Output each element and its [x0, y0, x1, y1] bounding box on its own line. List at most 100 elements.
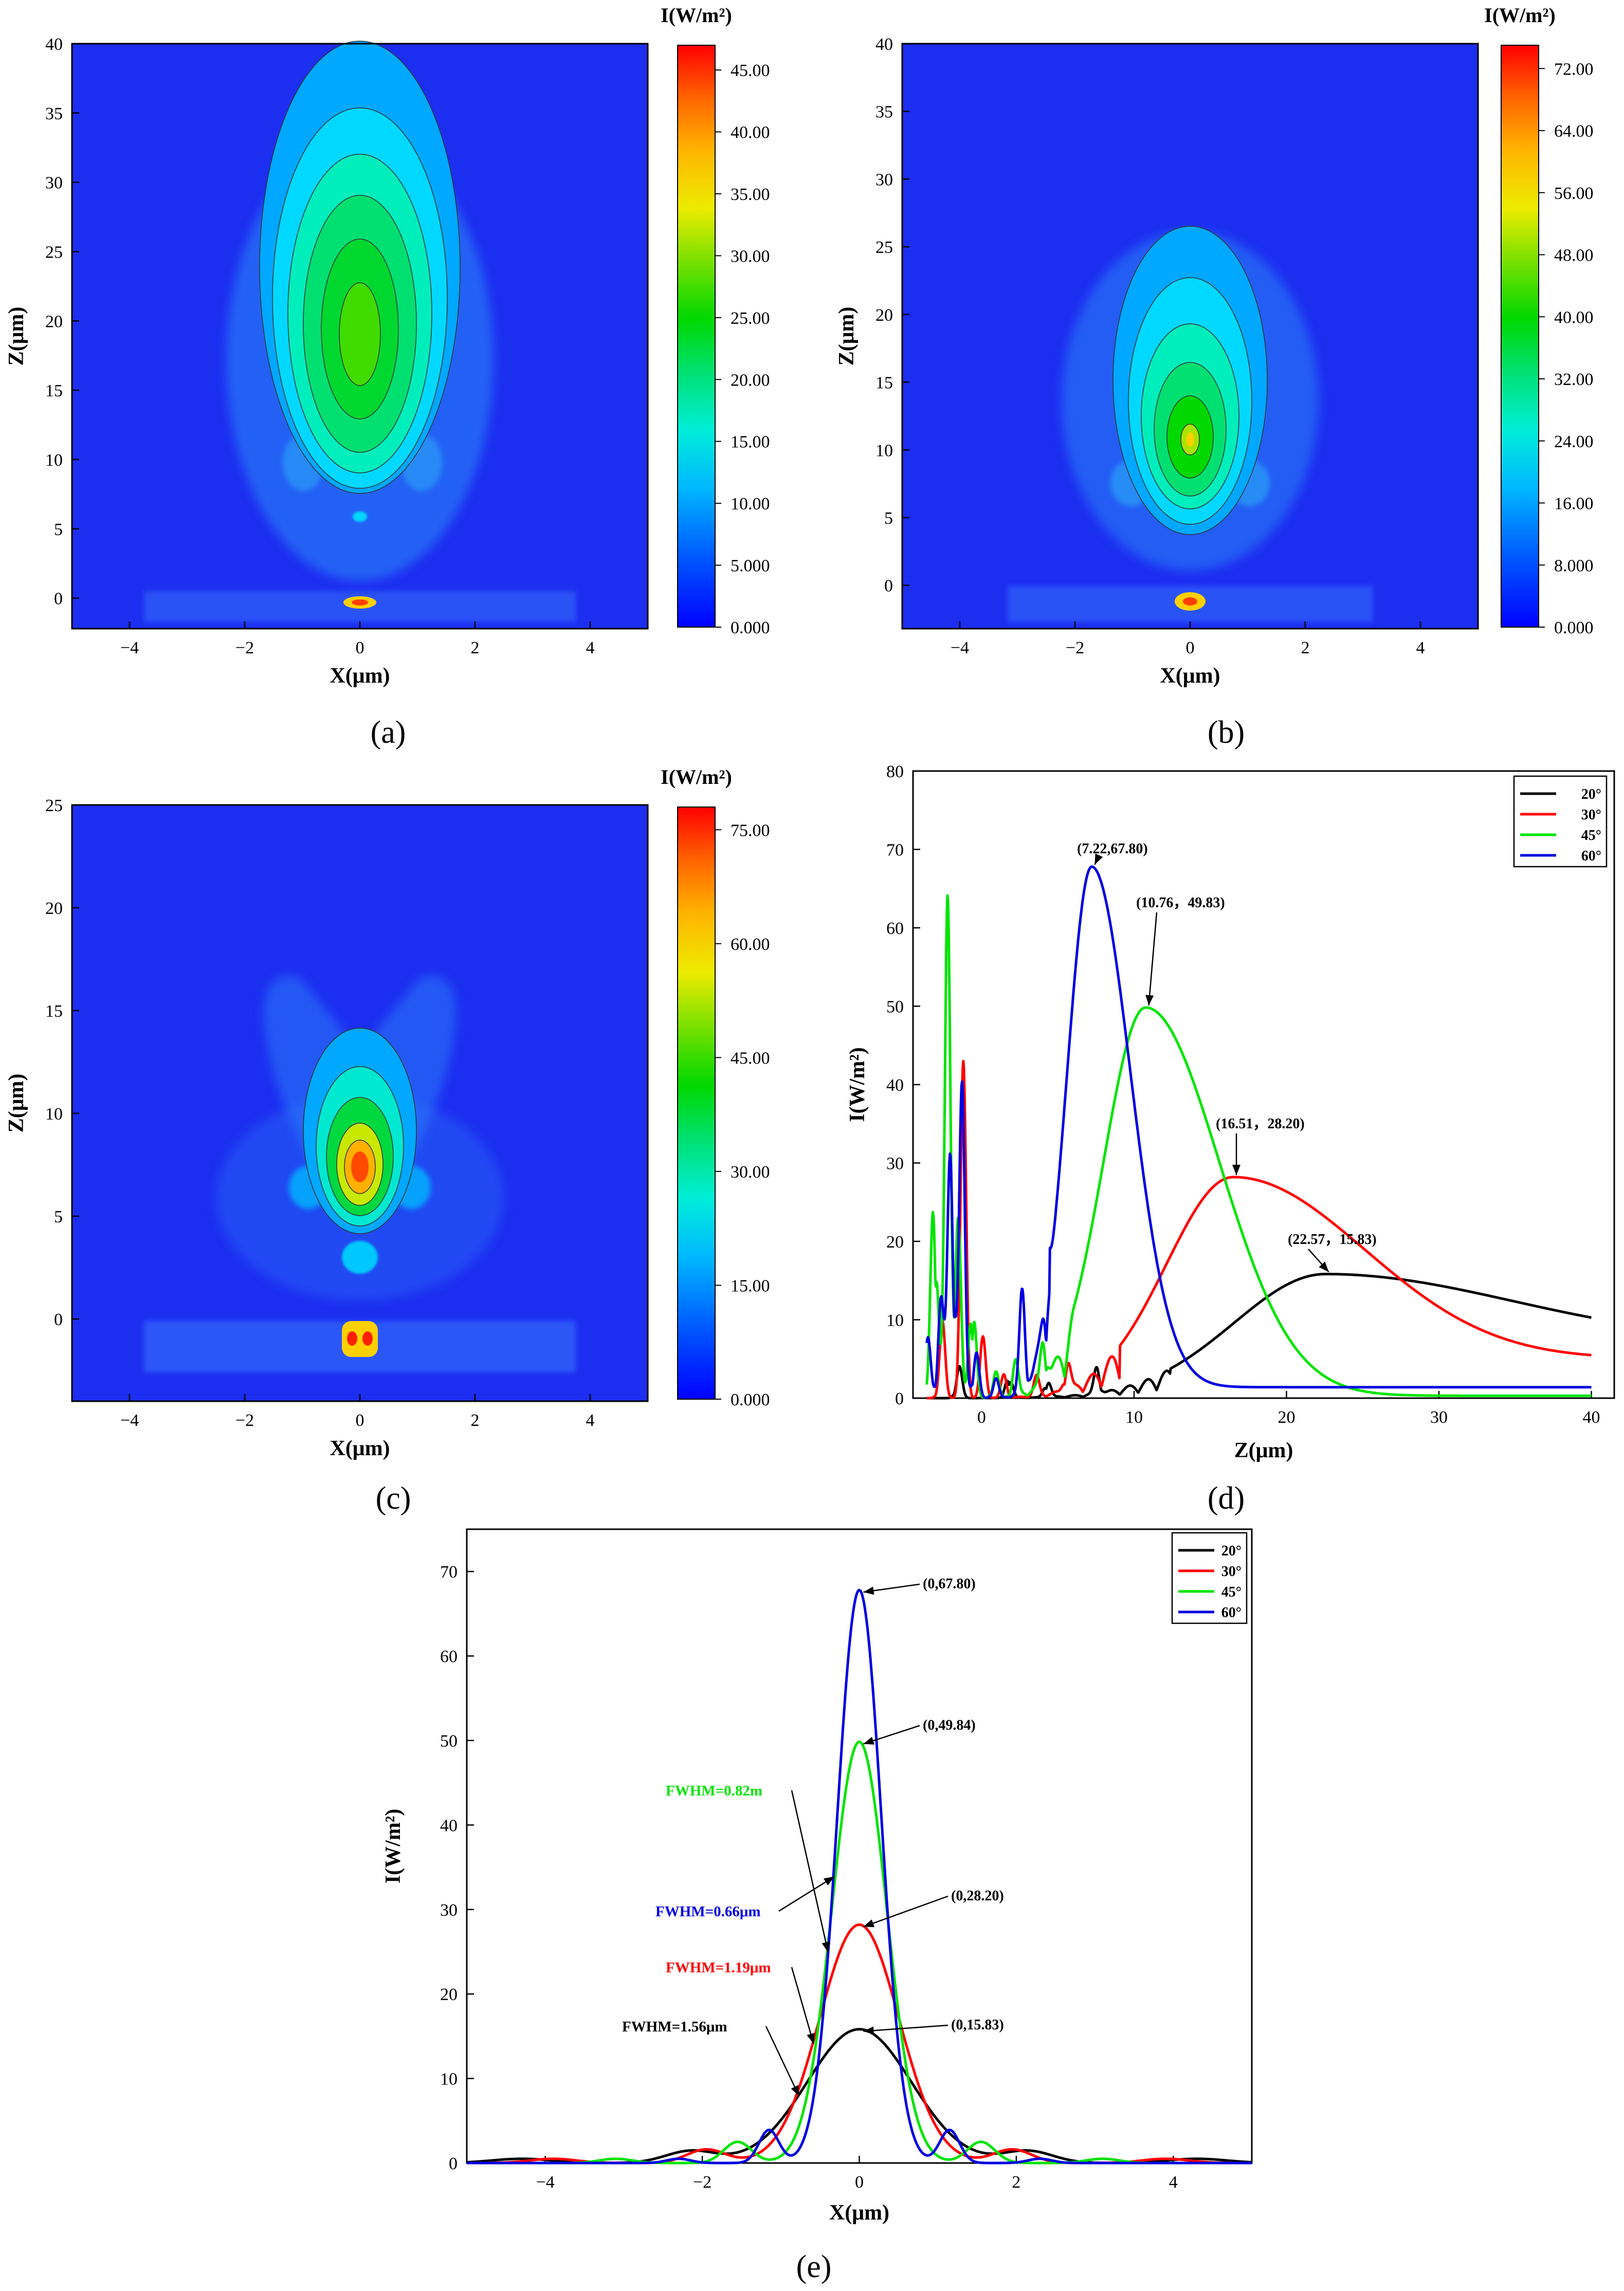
series-line-45deg: [925, 894, 1592, 1399]
interface-hotspot-core: [1183, 597, 1197, 606]
colorbar-tick-label: 16.00: [1554, 494, 1594, 514]
interface-hotspot-core-left: [347, 1331, 357, 1346]
x-tick-label: 4: [1169, 2173, 1178, 2192]
colorbar-tick-label: 30.00: [731, 1163, 770, 1182]
x-tick-label: −4: [536, 2173, 555, 2192]
x-tick-label: −4: [951, 638, 969, 657]
annotation-arrowhead: [863, 1736, 874, 1745]
x-axis-label: X(μm): [1160, 664, 1220, 688]
legend-label: 45°: [1221, 1584, 1242, 1600]
heatmap-field: [144, 41, 576, 622]
y-tick-label: 10: [45, 1105, 63, 1124]
annotation-arrow: [765, 2026, 800, 2097]
x-tick-label: 0: [356, 638, 364, 657]
heatmap-field: [1008, 226, 1373, 622]
colorbar-tick-label: 24.00: [1554, 432, 1594, 451]
annotations-e: (0,67.80) (0,49.84) (0,28.20) (0,15.83) FWHM…: [622, 1576, 1004, 2097]
legend-box: [1513, 775, 1608, 868]
peak-annotation-label: (0,67.80): [923, 1576, 976, 1592]
series-line-20deg: [926, 1273, 1592, 1400]
colorbar: [677, 807, 716, 1400]
panel-d: 0 10 20 30 40 0 10 20 30 40 50 60 70 80 Z(μm) I(W/m²) 2…: [846, 762, 1615, 1462]
fwhm-label: FWHM=1.56μm: [622, 2019, 727, 2035]
panel-label-a: (a): [371, 715, 406, 750]
axes-d: 0 10 20 30 40 0 10 20 30 40 50 60 70 80 Z(μm) I(W/m²): [846, 762, 1600, 1462]
y-tick-label: 0: [449, 2154, 458, 2173]
legend-label: 30°: [1221, 1564, 1242, 1580]
y-tick-label: 25: [45, 243, 63, 262]
x-tick-label: 10: [1125, 1408, 1143, 1427]
y-tick-label: 5: [884, 509, 893, 528]
x-tick-label: −2: [693, 2173, 711, 2192]
colorbar-tick-label: 72.00: [1554, 60, 1594, 79]
colorbar-tick-label: 35.00: [731, 185, 770, 204]
y-tick-label: 70: [440, 1563, 458, 1582]
annotation-arrowhead: [863, 1586, 874, 1595]
y-tick-label: 40: [45, 35, 63, 54]
y-tick-label: 60: [440, 1647, 458, 1666]
x-tick-label: 30: [1430, 1408, 1448, 1427]
y-tick-label: 5: [54, 1207, 63, 1226]
colorbar-tick-label: 48.00: [1554, 246, 1594, 265]
series-line-60deg: [925, 865, 1592, 1399]
interface-hotspot-core-right: [362, 1331, 373, 1346]
colorbar-tick-label: 45.00: [731, 1049, 770, 1068]
heatmap-field: [144, 976, 576, 1372]
fwhm-label: FWHM=0.66μm: [655, 1903, 761, 1920]
x-tick-label: 4: [1416, 638, 1425, 657]
panel-label-b: (b): [1208, 715, 1245, 750]
y-tick-label: 10: [45, 451, 63, 470]
panel-labels: (a) (b) (c) (d) (e): [371, 715, 1245, 2284]
y-tick-label: 30: [45, 174, 63, 193]
y-tick-label: 25: [45, 796, 63, 815]
peak-annotation-label: (22.57，15.83): [1288, 1232, 1377, 1248]
peak-spot: [351, 1151, 369, 1182]
y-tick-label: 40: [886, 1076, 904, 1095]
annotation-arrowhead: [1319, 1261, 1329, 1272]
peak-annotation-label: (10.76，49.83): [1136, 895, 1225, 911]
peak-annotation-label: (0,15.83): [951, 2017, 1004, 2033]
annotation-arrow: [791, 1790, 829, 1953]
annotation-arrowhead: [863, 1919, 875, 1928]
annotation-arrowhead: [1094, 853, 1103, 865]
colorbar-tick-label: 20.00: [731, 371, 770, 390]
annotations-d: (7.22,67.80) (10.76，49.83) (16.51，28.20) (2…: [1077, 841, 1377, 1273]
y-tick-label: 25: [875, 238, 893, 257]
legend-label: 20°: [1581, 786, 1601, 802]
annotation-arrowhead: [822, 1941, 830, 1953]
colorbar-tick-label: 75.00: [731, 821, 770, 840]
colorbar-tick-label: 0.000: [731, 618, 770, 637]
x-axis-label: X(μm): [829, 2201, 889, 2225]
peak-annotation-label: (16.51，28.20): [1216, 1116, 1305, 1132]
y-axis-label: Z(μm): [5, 307, 28, 366]
x-tick-label: −2: [235, 1411, 254, 1430]
annotation-arrowhead: [791, 2085, 799, 2096]
colorbar-tick-label: 32.00: [1554, 370, 1594, 389]
x-tick-label: 2: [1301, 638, 1310, 657]
x-tick-label: 0: [977, 1408, 986, 1427]
panel-label-e: (e): [796, 2249, 832, 2284]
colorbar-tick-label: 64.00: [1554, 122, 1594, 141]
y-tick-label: 10: [440, 2070, 458, 2089]
x-tick-label: 20: [1278, 1408, 1295, 1427]
colorbar-tick-label: 45.00: [731, 61, 770, 80]
colorbar-tick-label: 15.00: [731, 433, 770, 452]
y-tick-label: 15: [45, 1002, 63, 1021]
x-tick-label: 0: [356, 1411, 364, 1430]
colorbar-tick-label: 60.00: [731, 935, 770, 954]
y-tick-label: 20: [886, 1233, 904, 1252]
y-axis-label: I(W/m²): [381, 1809, 405, 1884]
fwhm-label: FWHM=1.19μm: [666, 1959, 771, 1976]
panel-label-d: (d): [1208, 1481, 1245, 1516]
y-tick-label: 60: [886, 919, 904, 938]
y-tick-label: 0: [54, 590, 63, 609]
peak-annotation-label: (0,28.20): [951, 1888, 1004, 1904]
y-tick-label: 20: [875, 306, 893, 325]
panel-c: −4 −2 0 2 4 0 5 10 15 20 25 X(μm) Z(μm) 75.00 60.00 45…: [5, 765, 770, 1460]
colorbar-tick-label: 40.00: [1554, 308, 1594, 327]
